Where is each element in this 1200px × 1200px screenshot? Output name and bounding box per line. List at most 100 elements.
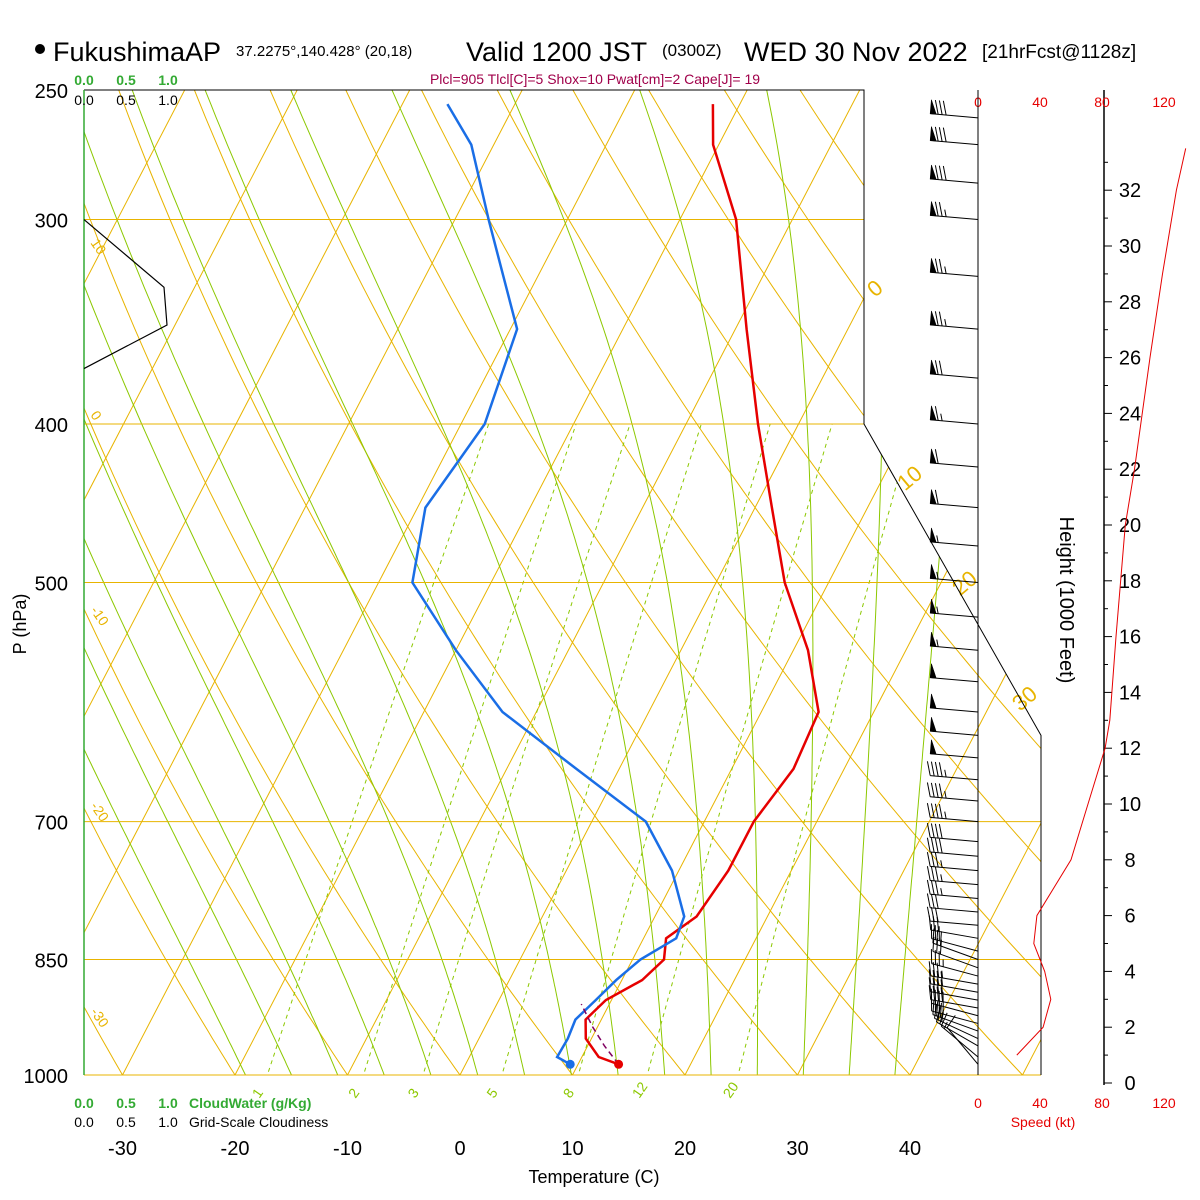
moist-adiabat-line [84, 90, 263, 1075]
height-tick-label: 8 [1124, 850, 1135, 872]
wind-barb [929, 631, 979, 651]
moist-adiabat-line [509, 90, 713, 1075]
station-marker-icon [35, 44, 45, 54]
cloudiness-tick-top: 1.0 [158, 92, 178, 108]
valid-date: WED 30 Nov 2022 [744, 37, 968, 67]
height-tick-label: 26 [1119, 348, 1141, 370]
pressure-gridlines [84, 89, 1041, 1076]
dry-adiabat-line [257, 90, 942, 1075]
surface-dewpoint-point [565, 1059, 575, 1069]
isotherm-grid [84, 90, 1041, 1075]
dry-adiabat-line [107, 90, 714, 1075]
cloudwater-tick-top: 0.5 [116, 72, 136, 88]
cloudiness-tick-top: 0.0 [74, 92, 94, 108]
moist-adiabat-line [84, 90, 353, 1075]
temperature-tick-label: -20 [221, 1138, 250, 1160]
isotherm-line [84, 90, 426, 1075]
dry-adiabat-line [406, 90, 1041, 1075]
pressure-tick-label: 250 [35, 81, 68, 103]
cloudiness-label: Grid-Scale Cloudiness [189, 1114, 328, 1130]
moist-adiabat-line [766, 90, 814, 1075]
wind-barb [926, 761, 979, 781]
wind-barb [926, 802, 979, 823]
height-tick-label: 24 [1119, 403, 1141, 425]
forecast-info: [21hrFcst@1128z] [982, 42, 1136, 63]
speed-axis-title: Speed (kt) [1011, 1114, 1076, 1130]
speed-scale-top: 40 [1032, 94, 1048, 110]
temperature-tick-label: 20 [674, 1138, 696, 1160]
wind-barb [929, 126, 979, 146]
dry-adiabat-line [84, 90, 258, 1075]
wind-barb [929, 448, 979, 468]
sounding-series [411, 103, 820, 1066]
mixing-ratio-line [352, 423, 577, 1075]
wind-barb [929, 201, 979, 221]
pressure-tick-label: 700 [35, 813, 68, 835]
cloud-panel: 0.0 0.0 0.5 0.5 1.0 1.0 0.0 0.0 0.5 0.5 1.0 1.0 [74, 72, 178, 1130]
wind-barb [929, 739, 979, 759]
wind-barb [928, 915, 979, 939]
height-tick-label: 6 [1124, 906, 1135, 928]
moist-adiabat-line [84, 90, 443, 1075]
temperature-tick-label: 10 [561, 1138, 583, 1160]
cloudwater-tick-bottom: 0.5 [116, 1095, 136, 1111]
height-axis-title: Height (1000 Feet) [1055, 517, 1077, 684]
cloudiness-tick-top: 0.5 [116, 92, 136, 108]
speed-scale-top: 80 [1094, 94, 1110, 110]
wind-barb [929, 527, 979, 547]
moist-adiabat-line [391, 90, 668, 1075]
mixing-ratio-label: 3 [404, 1085, 422, 1101]
isotherm-line [891, 90, 1041, 1075]
wind-speed-line [1016, 148, 1187, 1056]
cloudwater-tick-bottom: 1.0 [158, 1095, 178, 1111]
mixing-ratio-line [568, 423, 771, 1075]
wind-barb [929, 99, 979, 119]
pressure-tick-label: 1000 [24, 1066, 69, 1088]
mixing-ratio-line [728, 423, 915, 1075]
wind-barb [926, 879, 979, 899]
cloudiness-tick-bottom: 1.0 [158, 1114, 178, 1130]
cloudwater-tick-top: 1.0 [158, 72, 178, 88]
wind-barb [929, 405, 979, 425]
temperature-line [584, 104, 820, 1066]
speed-scale-bottom: 0 [974, 1095, 982, 1111]
height-tick-label: 16 [1119, 627, 1141, 649]
wind-barb [926, 893, 979, 913]
temperature-tick-label: 30 [786, 1138, 808, 1160]
wind-barb [929, 663, 979, 683]
dry-adiabat-line [0, 61, 29, 1110]
pressure-tick-label: 850 [35, 951, 68, 973]
wind-barb [946, 1015, 979, 1065]
dry-adiabat-label: 0 [862, 275, 887, 302]
wind-barb [929, 489, 979, 509]
pressure-tick-label: 400 [35, 415, 68, 437]
height-tick-label: 30 [1119, 236, 1141, 258]
isotherm-label: -30 [88, 1004, 113, 1030]
dry-adiabat-line [84, 90, 144, 1075]
mixing-ratio-label: 12 [629, 1079, 651, 1101]
height-tick-label: 4 [1124, 961, 1135, 983]
cloudiness-line [83, 219, 168, 370]
y-axis-title: P (hPa) [10, 594, 30, 655]
dry-adiabat-line [855, 90, 1041, 1075]
isotherm-line [216, 90, 763, 1075]
moist-adiabat-grid [84, 90, 971, 1075]
pressure-tick-label: 300 [35, 211, 68, 233]
height-tick-label: 12 [1119, 738, 1141, 760]
valid-label: Valid 1200 JST [466, 37, 647, 67]
mixing-ratio-line [637, 423, 833, 1075]
station-name: FukushimaAP [53, 37, 221, 67]
dry-adiabat-line [84, 90, 600, 1075]
mixing-ratio-line [255, 423, 490, 1075]
dewpoint-line [411, 103, 686, 1066]
height-tick-label: 10 [1119, 794, 1141, 816]
dry-adiabat-line [1156, 61, 1200, 1110]
dry-adiabat-line [1005, 90, 1041, 1075]
dry-adiabat-line [332, 90, 1041, 1075]
dry-adiabat-label: 10 [892, 461, 927, 496]
dry-adiabat-line [631, 90, 1041, 1075]
height-tick-label: 14 [1119, 682, 1141, 704]
dry-adiabat-label: 20 [947, 566, 982, 601]
